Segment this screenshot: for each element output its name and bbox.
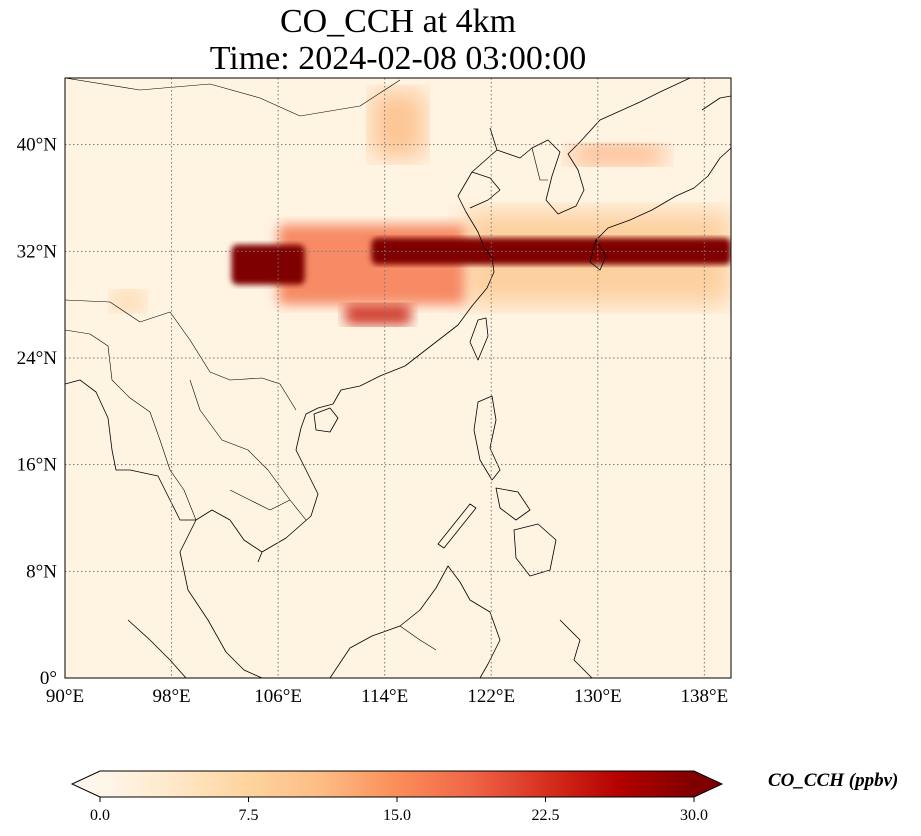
- longitude-tick-label: 106°E: [254, 686, 302, 707]
- sulawesi-coastline: [559, 619, 593, 678]
- cambodia-border: [229, 489, 291, 511]
- latitude-tick-label: 8°N: [26, 561, 57, 582]
- japan-coastline: [595, 147, 731, 241]
- thailand-border: [169, 469, 197, 521]
- russia-coastline: [579, 78, 691, 143]
- plume-sichuan-core: [231, 244, 305, 285]
- taiwan-coastline: [469, 317, 489, 361]
- luzon-coastline: [473, 395, 501, 481]
- longitude-tick-label: 138°E: [681, 686, 729, 707]
- colorbar-fill: [100, 771, 694, 797]
- plume-korea-japan-sea-patch: [571, 144, 665, 165]
- colorbar-tick-label: 0.0: [90, 807, 110, 824]
- plume-central-china-spread: [278, 224, 465, 305]
- myanmar-border: [65, 329, 171, 471]
- longitude-tick-label: 114°E: [361, 686, 408, 707]
- malay-coastline: [179, 519, 263, 678]
- map-area: [65, 78, 731, 678]
- plume-tibet-dot: [111, 291, 145, 312]
- latitude-tick-label: 24°N: [17, 348, 58, 369]
- borneo-coastline: [329, 565, 501, 678]
- longitude-tick-label: 122°E: [467, 686, 515, 707]
- china-border-north: [65, 78, 401, 117]
- myanmar-coastline: [65, 379, 196, 521]
- latitude-tick-label: 40°N: [17, 135, 58, 156]
- hainan-coastline: [313, 407, 339, 433]
- mindanao-coastline: [513, 523, 557, 577]
- coastline-layer: [65, 78, 731, 678]
- malaysia-border: [399, 625, 437, 651]
- colorbar-tick-label: 22.5: [532, 807, 560, 824]
- map-title-line1: CO_CCH at 4km: [279, 3, 517, 40]
- latitude-tick-label: 16°N: [17, 455, 58, 476]
- map-background: [65, 78, 731, 678]
- plume-southern-tongue: [344, 304, 412, 325]
- visayas-coastline: [495, 487, 531, 521]
- plume-east-china-sea-band: [371, 238, 731, 265]
- thailand-gulf-coastline: [195, 509, 263, 553]
- colorbar-extend-low: [72, 771, 100, 797]
- longitude-tick-label: 98°E: [152, 686, 190, 707]
- kyushu-coastline: [589, 239, 607, 271]
- shandong-coastline: [469, 171, 501, 209]
- colorbar-ticks: 0.0 7.5 15.0 22.5 30.0: [90, 797, 708, 824]
- palawan-coastline: [437, 503, 477, 549]
- latitude-tick-label: 0°: [40, 668, 57, 689]
- latitude-tick-label: 32°N: [17, 241, 58, 262]
- china-coastline: [257, 127, 498, 563]
- longitude-tick-labels: 90°E 98°E 106°E 114°E 122°E 130°E 138°E: [46, 686, 728, 707]
- colorbar-tick-label: 7.5: [239, 807, 259, 824]
- latitude-tick-labels: 0° 8°N 16°N 24°N 32°N 40°N: [17, 135, 58, 689]
- longitude-tick-label: 130°E: [574, 686, 622, 707]
- hokkaido-coastline: [701, 95, 731, 111]
- korea-border: [531, 147, 548, 181]
- china-border-southwest: [65, 299, 297, 411]
- sumatra-coastline: [127, 619, 187, 678]
- colorbar-tick-label: 15.0: [383, 807, 411, 824]
- country-border-layer: [65, 78, 548, 651]
- colorbar-extend-high: [694, 771, 722, 797]
- map-title-line2: Time: 2024-02-08 03:00:00: [209, 40, 587, 77]
- plume-northern-streak: [371, 91, 425, 158]
- map-frame: [64, 77, 732, 679]
- graticule: [65, 78, 731, 678]
- colorbar-label: CO_CCH (ppbv): [768, 770, 899, 791]
- colorbar-tick-label: 30.0: [680, 807, 708, 824]
- colorbar: 0.0 7.5 15.0 22.5 30.0: [70, 770, 724, 824]
- longitude-tick-label: 90°E: [46, 686, 84, 707]
